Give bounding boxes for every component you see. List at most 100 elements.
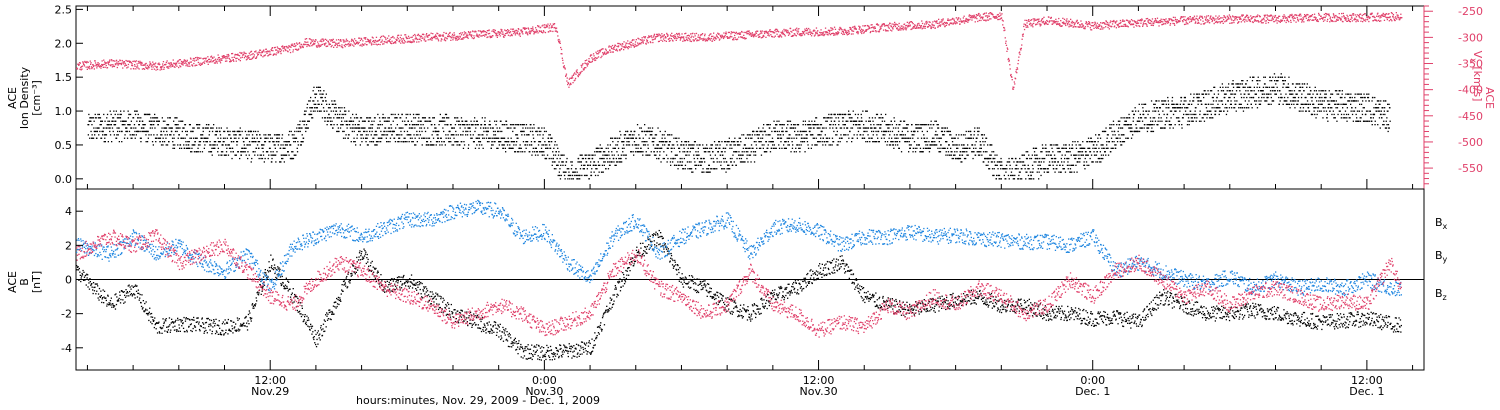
- data-point: [926, 130, 928, 133]
- data-point: [160, 144, 163, 146]
- data-point: [891, 124, 893, 126]
- data-point: [1025, 178, 1027, 180]
- data-point: [371, 130, 373, 133]
- data-point: [485, 137, 488, 139]
- data-point: [1130, 130, 1132, 133]
- data-point: [906, 141, 909, 143]
- data-point: [1296, 103, 1298, 105]
- data-point: [522, 127, 524, 129]
- data-point: [246, 137, 248, 139]
- data-point: [1366, 120, 1368, 122]
- data-point: [824, 134, 826, 136]
- data-point: [548, 141, 550, 143]
- data-point: [108, 63, 110, 66]
- data-point: [134, 113, 137, 116]
- data-point: [883, 137, 885, 139]
- data-point: [464, 120, 466, 122]
- data-point: [497, 130, 499, 133]
- data-point: [1271, 90, 1274, 92]
- data-point: [625, 144, 628, 146]
- data-point: [1239, 107, 1242, 109]
- data-point: [1158, 117, 1160, 119]
- data-point: [168, 65, 170, 67]
- data-point: [860, 134, 862, 136]
- data-point: [1351, 113, 1354, 116]
- data-point: [1251, 96, 1253, 99]
- data-point: [97, 113, 99, 116]
- data-point: [227, 130, 229, 133]
- data-point: [129, 61, 132, 63]
- data-point: [1034, 157, 1036, 160]
- data-point: [107, 124, 109, 126]
- data-point: [171, 137, 174, 139]
- data-point: [917, 130, 919, 133]
- data-point: [1279, 90, 1281, 92]
- data-point: [1389, 107, 1391, 109]
- data-point: [192, 57, 195, 60]
- data-point: [396, 117, 398, 119]
- data-point: [143, 68, 145, 70]
- data-point: [616, 144, 619, 146]
- data-point: [366, 117, 368, 119]
- data-point: [691, 147, 693, 149]
- data-point: [718, 141, 720, 143]
- data-point: [195, 137, 197, 139]
- data-point: [521, 134, 523, 136]
- data-point: [1335, 100, 1337, 102]
- data-point: [255, 147, 258, 149]
- data-point: [677, 161, 679, 163]
- data-point: [164, 120, 166, 122]
- data-point: [381, 124, 383, 126]
- data-point: [1285, 86, 1287, 88]
- data-point: [99, 124, 101, 126]
- data-point: [198, 127, 200, 129]
- data-point: [1127, 137, 1129, 139]
- data-point: [983, 134, 985, 136]
- data-point: [253, 141, 255, 143]
- data-point: [1059, 151, 1061, 153]
- data-point: [1189, 120, 1191, 122]
- data-point: [145, 141, 147, 143]
- data-point: [1348, 100, 1351, 102]
- data-point: [1378, 117, 1381, 119]
- data-point: [150, 117, 152, 119]
- data-point: [949, 130, 951, 133]
- data-point: [191, 151, 193, 153]
- data-point: [281, 134, 284, 136]
- data-point: [1094, 154, 1096, 156]
- data-point: [191, 64, 193, 66]
- data-point: [1066, 157, 1068, 160]
- data-point: [376, 134, 378, 136]
- data-point: [750, 144, 753, 146]
- data-point: [144, 113, 146, 116]
- data-point: [903, 127, 905, 129]
- data-point: [636, 124, 639, 126]
- data-point: [1026, 157, 1028, 160]
- data-point: [736, 141, 738, 143]
- data-point: [534, 147, 536, 149]
- data-point: [982, 141, 984, 143]
- data-point: [417, 124, 420, 126]
- data-point: [491, 144, 493, 146]
- data-point: [858, 127, 861, 129]
- data-point: [905, 127, 908, 129]
- data-point: [1289, 90, 1291, 92]
- data-point: [841, 137, 843, 139]
- data-point: [1040, 174, 1042, 177]
- data-point: [352, 127, 354, 129]
- data-point: [1076, 154, 1078, 156]
- data-point: [1027, 168, 1029, 170]
- data-point: [953, 144, 955, 146]
- data-point: [795, 147, 797, 149]
- data-point: [167, 124, 170, 126]
- data-point: [271, 157, 273, 160]
- data-point: [933, 137, 935, 139]
- data-point: [850, 117, 852, 119]
- data-point: [1386, 124, 1388, 126]
- data-point: [133, 134, 135, 136]
- data-point: [1238, 107, 1240, 109]
- data-point: [1279, 100, 1281, 102]
- data-point: [538, 127, 540, 129]
- data-point: [1250, 90, 1252, 92]
- data-point: [930, 120, 932, 122]
